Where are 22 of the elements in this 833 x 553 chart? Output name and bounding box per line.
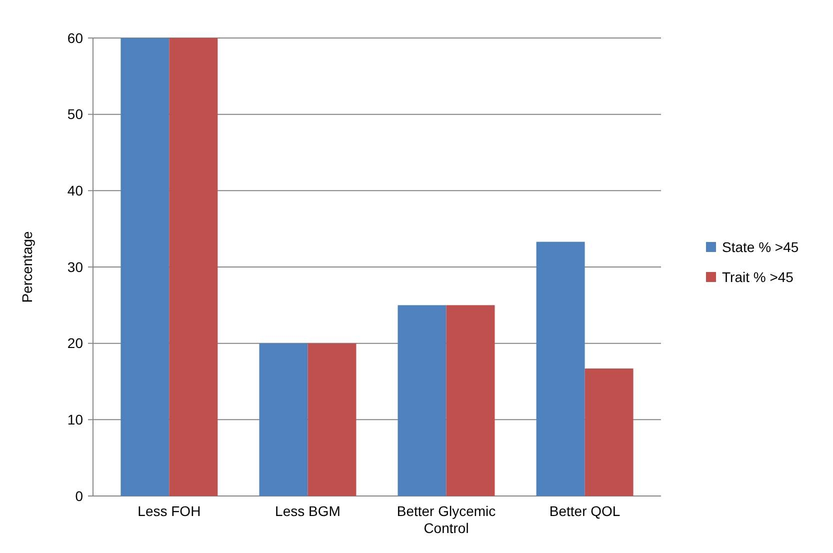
y-tick-label: 10 (67, 412, 84, 428)
x-tick-label: Less BGM (275, 503, 340, 519)
legend-label: Trait % >45 (722, 268, 794, 285)
y-tick-label: 50 (67, 106, 84, 122)
y-tick-label: 40 (67, 182, 84, 199)
y-tick-label: 20 (67, 335, 84, 352)
x-tick-label: Less FOH (138, 503, 201, 519)
bar (536, 242, 585, 496)
y-tick-label: 0 (75, 488, 84, 504)
x-tick-label: Better QOL (549, 503, 620, 519)
x-tick-label: Better Glycemic Control (396, 503, 496, 536)
y-tick-label: 60 (67, 30, 84, 46)
bar (120, 38, 170, 496)
bar (584, 368, 634, 496)
bar (259, 343, 308, 496)
bar (169, 38, 218, 496)
legend-label: State % >45 (722, 238, 799, 255)
y-tick-label: 30 (67, 258, 84, 275)
bar (398, 305, 446, 496)
bar (308, 343, 356, 496)
bar (446, 305, 495, 496)
y-axis-title: Percentage (19, 230, 35, 303)
